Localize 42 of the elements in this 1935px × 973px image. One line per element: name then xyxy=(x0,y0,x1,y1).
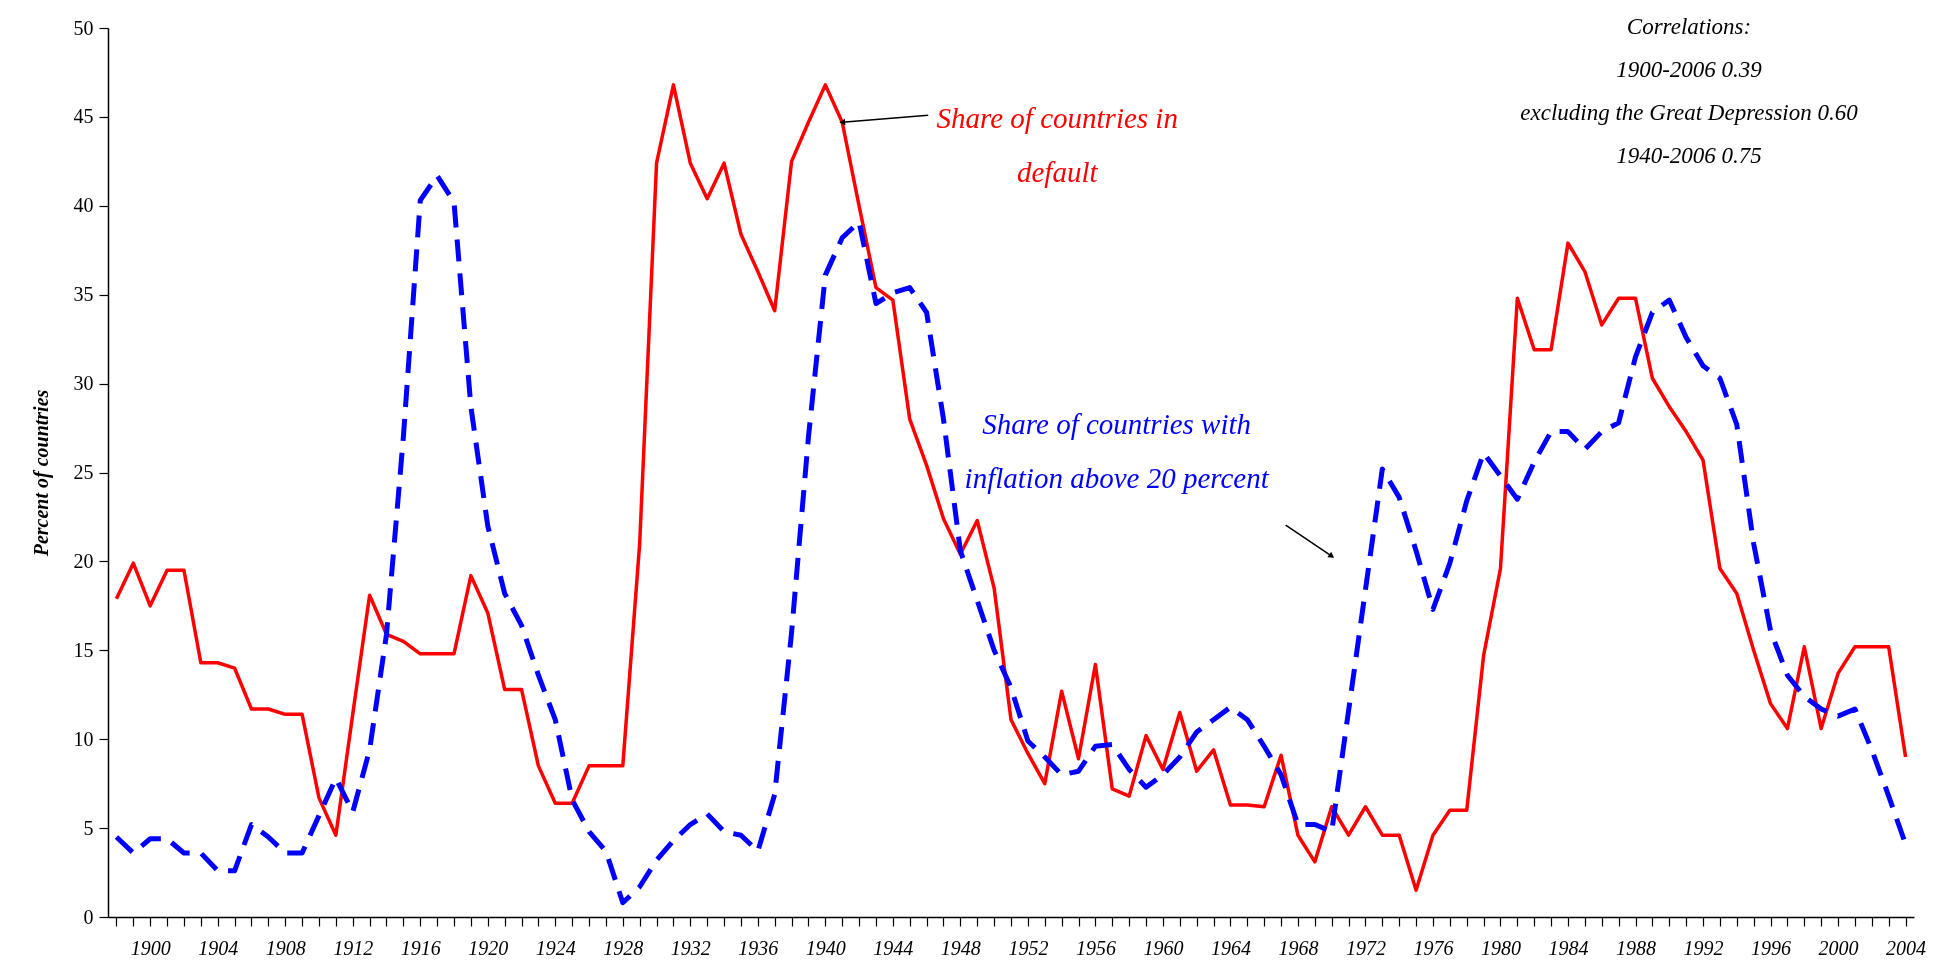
x-tick-label: 1952 xyxy=(1008,936,1049,959)
x-tick-label: 1920 xyxy=(468,936,509,959)
x-tick-label: 2000 xyxy=(1818,936,1859,959)
x-tick-label: 1956 xyxy=(1075,936,1116,959)
annotation: Share of countries in default xyxy=(936,102,1178,189)
x-tick-label: 1932 xyxy=(670,936,711,959)
x-tick-label: 1968 xyxy=(1278,936,1319,959)
x-tick-label: 1964 xyxy=(1210,936,1251,959)
x-tick-label: 1992 xyxy=(1683,936,1724,959)
y-tick-label: 15 xyxy=(73,638,94,661)
x-tick-label: 1944 xyxy=(873,936,914,959)
annotation: Share of countries with inflation above 20 percent xyxy=(964,408,1270,495)
x-tick-label: 1940 xyxy=(805,936,846,959)
x-tick-label: 1976 xyxy=(1413,936,1454,959)
y-tick-label: 50 xyxy=(73,16,94,39)
y-tick-label: 10 xyxy=(73,727,94,750)
x-tick-label: 1900 xyxy=(130,936,171,959)
y-tick-label: 0 xyxy=(83,905,94,928)
x-tick-label: 1916 xyxy=(400,936,441,959)
y-tick-label: 45 xyxy=(73,105,94,128)
x-tick-label: 1908 xyxy=(265,936,306,959)
x-tick-label: 1996 xyxy=(1751,936,1792,959)
x-tick-label: 1948 xyxy=(940,936,981,959)
y-tick-label: 20 xyxy=(73,549,94,572)
x-tick-label: 1936 xyxy=(738,936,779,959)
x-tick-label: 1988 xyxy=(1616,936,1656,959)
y-tick-label: 40 xyxy=(73,194,94,217)
annotation: Correlations: 1900-2006 0.39 excluding the Great Depression 0.60 1940-2006 0.75 xyxy=(1520,14,1859,168)
x-tick-label: 1904 xyxy=(198,936,239,959)
y-tick-label: 35 xyxy=(73,283,94,306)
y-tick-label: 30 xyxy=(73,372,94,395)
x-tick-label: 1912 xyxy=(333,936,374,959)
x-tick-label: 2004 xyxy=(1886,936,1927,959)
y-tick-label: 5 xyxy=(83,816,94,839)
x-tick-label: 1928 xyxy=(603,936,644,959)
x-tick-label: 1960 xyxy=(1143,936,1184,959)
x-tick-label: 1980 xyxy=(1480,936,1521,959)
y-axis-title: Percent of countries xyxy=(29,389,53,558)
y-tick-label: 25 xyxy=(73,461,94,483)
x-tick-label: 1984 xyxy=(1548,936,1589,959)
x-tick-label: 1924 xyxy=(535,936,576,959)
x-tick-label: 1972 xyxy=(1345,936,1386,959)
